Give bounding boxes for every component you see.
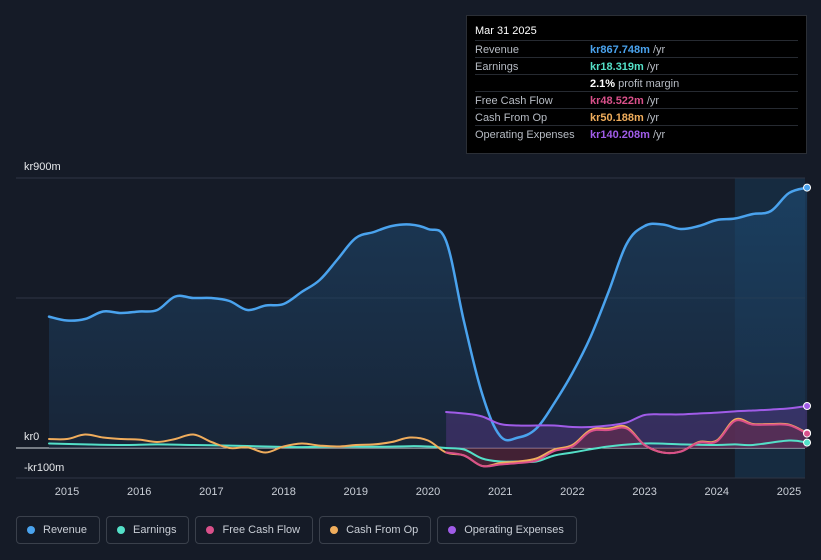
x-tick-label: 2020 xyxy=(416,486,440,498)
tooltip-row-label: Earnings xyxy=(475,61,519,73)
tooltip-row-unit: /yr xyxy=(652,129,666,141)
legend-item-revenue[interactable]: Revenue xyxy=(16,516,101,544)
x-tick-label: 2019 xyxy=(344,486,368,498)
x-tick-label: 2016 xyxy=(127,486,151,498)
tooltip: Mar 31 2025 Revenue kr867.748m/yr Earnings… xyxy=(466,15,807,154)
tooltip-row-value: 2.1% profit margin xyxy=(590,78,680,90)
x-tick-label: 2025 xyxy=(777,486,801,498)
tooltip-row: Earnings kr18.319m/yr xyxy=(475,57,798,75)
legend-label: Cash From Op xyxy=(346,524,419,536)
tooltip-row-value: kr48.522m/yr xyxy=(590,95,660,107)
y-tick-label: kr0 xyxy=(24,431,39,443)
series-end-point-revenue xyxy=(803,183,812,192)
series-area-revenue xyxy=(49,187,808,448)
tooltip-row-label: Operating Expenses xyxy=(475,129,575,141)
series-end-point-earnings xyxy=(803,438,812,447)
tooltip-row: Cash From Op kr50.188m/yr xyxy=(475,108,798,126)
tooltip-row: Free Cash Flow kr48.522m/yr xyxy=(475,91,798,109)
legend-dot-icon xyxy=(117,526,126,534)
x-tick-label: 2021 xyxy=(488,486,512,498)
x-tick-label: 2022 xyxy=(560,486,584,498)
tooltip-row-value: kr867.748m/yr xyxy=(590,44,666,56)
tooltip-row: 2.1% profit margin xyxy=(475,74,798,92)
x-tick-label: 2024 xyxy=(705,486,729,498)
tooltip-row-label: Free Cash Flow xyxy=(475,95,553,107)
x-tick-label: 2023 xyxy=(632,486,656,498)
legend-label: Revenue xyxy=(43,524,88,536)
legend-label: Free Cash Flow xyxy=(222,524,301,536)
tooltip-row: Revenue kr867.748m/yr xyxy=(475,40,798,58)
tooltip-row-unit: /yr xyxy=(646,95,660,107)
tooltip-row-unit: /yr xyxy=(646,61,660,73)
legend-item-cash-from-op[interactable]: Cash From Op xyxy=(319,516,432,544)
series-end-point-free-cash-flow xyxy=(803,429,812,438)
tooltip-row: Operating Expenses kr140.208m/yr xyxy=(475,125,798,143)
tooltip-row-value: kr140.208m/yr xyxy=(590,129,666,141)
series-end-point-operating-expenses xyxy=(803,402,812,410)
legend-item-free-cash-flow[interactable]: Free Cash Flow xyxy=(195,516,314,544)
tooltip-row-unit: profit margin xyxy=(618,78,680,90)
tooltip-date: Mar 31 2025 xyxy=(475,25,537,37)
tooltip-row-unit: /yr xyxy=(652,44,666,56)
legend-label: Operating Expenses xyxy=(464,524,564,536)
legend-label: Earnings xyxy=(133,524,177,536)
tooltip-row-value: kr18.319m/yr xyxy=(590,61,660,73)
legend-item-earnings[interactable]: Earnings xyxy=(106,516,190,544)
x-tick-label: 2017 xyxy=(199,486,223,498)
legend-item-operating-expenses[interactable]: Operating Expenses xyxy=(437,516,577,544)
tooltip-row-label: Revenue xyxy=(475,44,520,56)
tooltip-row-unit: /yr xyxy=(646,112,660,124)
legend-dot-icon xyxy=(206,526,215,534)
x-tick-label: 2018 xyxy=(271,486,295,498)
legend-dot-icon xyxy=(448,526,457,534)
series-line-earnings xyxy=(48,439,809,463)
legend: Revenue Earnings Free Cash Flow Cash From O… xyxy=(16,516,583,544)
tooltip-row-value: kr50.188m/yr xyxy=(590,112,660,124)
y-tick-label: -kr100m xyxy=(24,462,64,474)
x-tick-label: 2015 xyxy=(55,486,79,498)
legend-dot-icon xyxy=(330,526,339,534)
series-area-free-cash-flow xyxy=(446,420,808,467)
series-line-free-cash-flow xyxy=(445,419,809,468)
y-tick-label: kr900m xyxy=(24,161,61,173)
legend-dot-icon xyxy=(27,526,35,534)
series-line-operating-expenses xyxy=(445,405,809,429)
series-line-revenue xyxy=(47,186,809,442)
tooltip-row-label: Cash From Op xyxy=(475,112,548,124)
